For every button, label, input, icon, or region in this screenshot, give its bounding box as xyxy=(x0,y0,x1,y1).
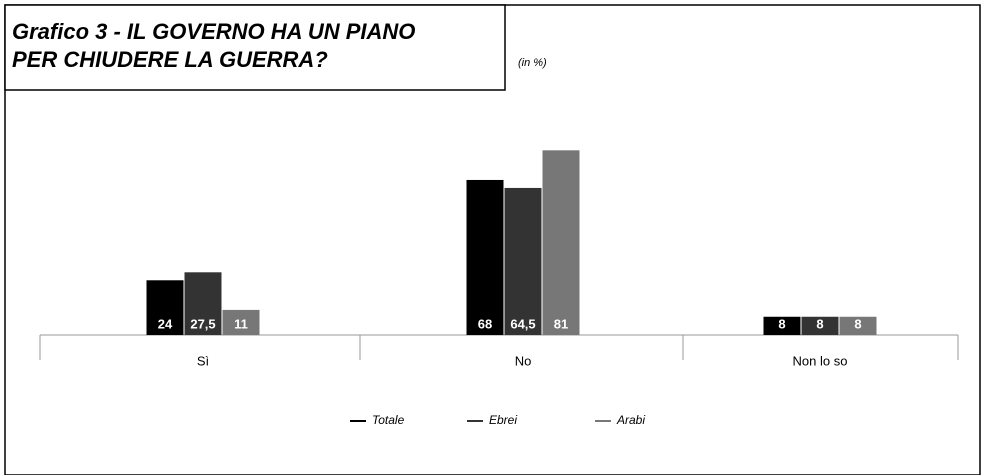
bar xyxy=(504,187,542,335)
bar xyxy=(146,280,184,335)
chart-title: Grafico 3 - IL GOVERNO HA UN PIANO xyxy=(12,19,415,44)
bar xyxy=(763,316,801,335)
x-tick-label: Sì xyxy=(197,353,209,368)
chart-subtitle: (in %) xyxy=(518,57,547,69)
value-label: 68 xyxy=(478,316,492,331)
legend-label: Ebrei xyxy=(489,413,517,427)
value-label: 8 xyxy=(854,316,861,331)
bar xyxy=(222,309,260,335)
value-label: 27,5 xyxy=(190,316,215,331)
bar xyxy=(184,272,222,335)
bar xyxy=(542,150,580,335)
bar xyxy=(466,179,504,335)
bar xyxy=(801,316,839,335)
chart-title: PER CHIUDERE LA GUERRA? xyxy=(12,47,328,72)
bar xyxy=(839,316,877,335)
value-label: 24 xyxy=(158,316,173,331)
x-tick-label: Non lo so xyxy=(793,353,848,368)
legend-label: Arabi xyxy=(616,413,645,427)
value-label: 64,5 xyxy=(510,316,535,331)
value-label: 11 xyxy=(234,316,248,331)
x-tick-label: No xyxy=(515,353,532,368)
title-box xyxy=(4,4,506,91)
value-label: 8 xyxy=(778,316,785,331)
value-label: 81 xyxy=(554,316,568,331)
value-label: 8 xyxy=(816,316,823,331)
legend-label: Totale xyxy=(372,413,405,427)
